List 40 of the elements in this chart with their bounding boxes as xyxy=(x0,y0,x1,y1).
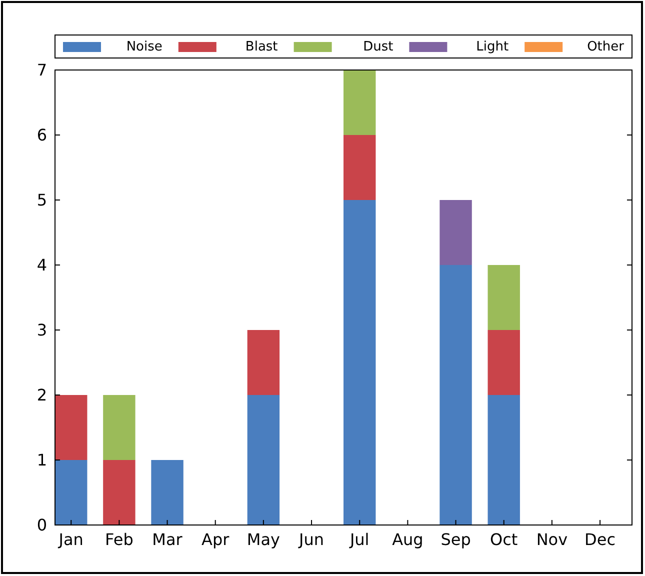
bar xyxy=(103,395,136,460)
bar xyxy=(247,330,280,395)
legend-label: Other xyxy=(587,40,625,54)
bar xyxy=(440,265,472,525)
x-tick-label: Aug xyxy=(392,530,424,549)
legend-label: Light xyxy=(476,40,509,54)
bar xyxy=(55,460,88,525)
x-tick-label: Apr xyxy=(202,530,230,549)
bar xyxy=(344,135,376,200)
bar xyxy=(151,460,184,525)
y-tick-label: 4 xyxy=(36,256,47,274)
x-tick-label: Feb xyxy=(105,530,134,549)
x-tick-label: Nov xyxy=(536,530,568,549)
x-tick-label: Jul xyxy=(348,530,370,549)
y-tick-label: 0 xyxy=(36,516,47,534)
x-tick-label: Dec xyxy=(584,530,616,549)
legend-label: Noise xyxy=(126,40,162,54)
y-tick-label: 1 xyxy=(36,450,47,470)
y-tick-label: 5 xyxy=(36,190,47,210)
x-tick-label: Jun xyxy=(298,530,324,549)
bar xyxy=(440,200,472,265)
bar xyxy=(103,460,136,525)
x-tick-label: Sep xyxy=(440,530,471,549)
y-tick-label: 3 xyxy=(36,320,47,340)
bar xyxy=(55,395,88,460)
series-label: Dust xyxy=(363,40,394,54)
bar xyxy=(488,330,520,395)
x-tick-label: Oct xyxy=(490,530,518,549)
y-tick-label: 6 xyxy=(36,126,47,144)
x-tick-label: May xyxy=(246,530,280,549)
bar xyxy=(488,395,520,525)
y-tick-label: 7 xyxy=(36,60,47,80)
bar xyxy=(488,265,520,330)
y-tick-label: 2 xyxy=(36,386,47,404)
bar xyxy=(344,70,376,135)
legend-label: Blast xyxy=(245,40,278,54)
bar xyxy=(344,200,376,525)
x-tick-label: Mar xyxy=(152,530,183,549)
bar xyxy=(247,395,280,525)
x-tick-label: Jan xyxy=(58,530,84,549)
